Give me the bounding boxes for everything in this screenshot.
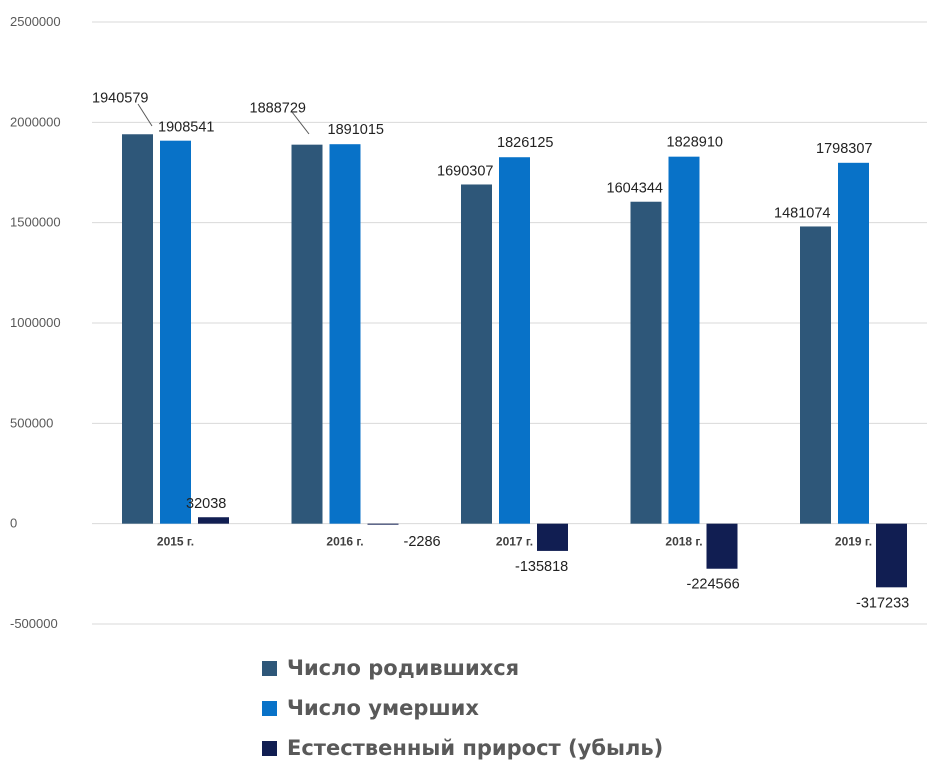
bar-deaths [668, 156, 700, 524]
bar-births [122, 134, 153, 524]
legend-swatch-natural-increase [262, 740, 277, 756]
y-tick-label: 1000000 [10, 315, 61, 330]
data-label: 1888729 [250, 101, 306, 117]
y-tick-label: -500000 [10, 616, 58, 631]
legend-swatch-deaths [262, 700, 277, 716]
data-label: 1828910 [667, 135, 723, 151]
data-label: -317233 [856, 595, 909, 611]
bar-births [291, 144, 323, 524]
bar-natural-increase [198, 517, 229, 524]
legend-label-natural-increase: Естественный прирост (убыль) [287, 736, 664, 760]
bar-natural-increase [367, 523, 399, 525]
bar-births [800, 226, 831, 524]
bar-natural-increase [876, 523, 907, 588]
data-label: 1826125 [497, 135, 553, 151]
data-label: 1908541 [158, 120, 214, 136]
legend-label-deaths: Число умерших [287, 696, 479, 720]
data-label: -2286 [404, 534, 441, 550]
bar-natural-increase [537, 523, 568, 551]
leader-line [291, 111, 310, 135]
bar-natural-increase [706, 523, 738, 569]
legend-item-deaths: Число умерших [262, 688, 663, 728]
y-tick-label: 2000000 [10, 114, 61, 129]
legend: Число родившихся Число умерших Естествен… [262, 648, 663, 768]
leader-line [137, 103, 153, 127]
data-label: 1798307 [816, 141, 872, 157]
bar-births [630, 201, 662, 524]
bar-deaths [838, 162, 869, 524]
data-label: 32038 [186, 496, 226, 512]
bars-layer [122, 134, 907, 588]
x-tick-label: 2015 г. [157, 535, 194, 549]
y-tick-label: 500000 [10, 415, 53, 430]
data-label: -224566 [687, 577, 740, 593]
y-tick-label: 0 [10, 516, 17, 531]
x-tick-label: 2019 г. [835, 535, 872, 549]
y-tick-label: 1500000 [10, 215, 61, 230]
data-label: 1481074 [774, 205, 830, 221]
legend-item-natural-increase: Естественный прирост (убыль) [262, 728, 663, 768]
x-tick-label: 2016 г. [326, 535, 363, 549]
data-label: 1940579 [92, 90, 148, 106]
y-tick-label: 2500000 [10, 14, 61, 29]
bar-deaths [329, 144, 361, 524]
x-tick-label: 2017 г. [496, 535, 533, 549]
data-label: 1690307 [437, 163, 493, 179]
bar-deaths [499, 157, 530, 524]
bar-births [461, 184, 492, 524]
data-label: -135818 [515, 559, 568, 575]
data-label: 1604344 [607, 181, 663, 197]
data-label: 1891015 [328, 122, 384, 138]
chart-plot: 2500000 2000000 1500000 1000000 500000 0 -5000… [10, 14, 927, 631]
labels-layer: 2500000 2000000 1500000 1000000 500000 0 -5000… [10, 14, 909, 631]
legend-swatch-births [262, 660, 277, 676]
legend-label-births: Число родившихся [287, 656, 520, 680]
x-tick-label: 2018 г. [665, 535, 702, 549]
legend-item-births: Число родившихся [262, 648, 663, 688]
bar-deaths [160, 140, 191, 524]
